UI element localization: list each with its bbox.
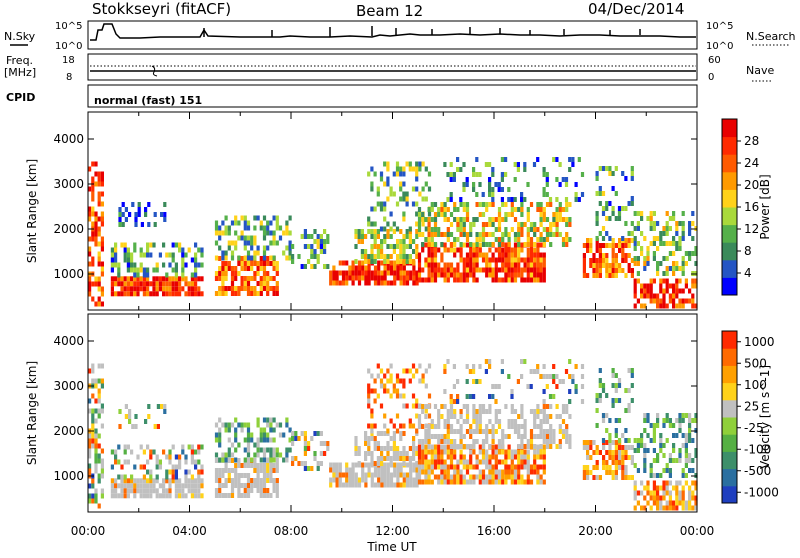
nsky-bottom-tick: 10^0 (55, 41, 82, 52)
power-y-ticks: 1000 2000 3000 4000 (53, 132, 697, 281)
nsky-strip-frame (87, 20, 698, 50)
freq-strip-frame (87, 53, 698, 81)
nsky-top-tick: 10^5 (55, 21, 82, 32)
freq-label-2: [MHz] (4, 66, 36, 79)
y-tick-label: 3000 (53, 379, 84, 393)
y-tick-label: 1000 (53, 469, 84, 483)
freq-bottom-tick: 8 (66, 72, 72, 83)
colorbar-tick-label: 8 (744, 244, 752, 258)
cpid-strip-frame (87, 84, 698, 108)
velocity-panel: Slant Range [km] 1000 2000 3000 4000 (25, 313, 698, 513)
nsky-spikes (203, 26, 641, 37)
colorbar-segment (722, 331, 737, 349)
colorbar-tick-label: 500 (744, 356, 767, 370)
time-tick-label: 04:00 (172, 524, 207, 538)
colorbar-segment (722, 171, 737, 190)
colorbar-tick-label: -1000 (744, 485, 779, 499)
colorbar-segment (722, 468, 737, 487)
colorbar-segment (722, 189, 737, 208)
time-tick-label: 12:00 (375, 524, 410, 538)
time-tick-label: 00:00 (680, 524, 715, 538)
y-tick-label: 2000 (53, 424, 84, 438)
colorbar-tick-label: 28 (744, 134, 759, 148)
colorbar-segment (722, 119, 737, 138)
station-title: Stokkseyri (fitACF) (92, 0, 231, 18)
beam-title: Beam 12 (356, 2, 423, 20)
time-axis-title: Time UT (366, 540, 417, 554)
velocity-x-ticks (87, 314, 698, 512)
colorbar-segment (722, 451, 737, 470)
colorbar-segment (722, 399, 737, 418)
colorbar-tick-label: 1000 (744, 335, 775, 349)
velocity-colorbar: 1000 500 100 25 -25 -100 -500 -1000 Velocity [m… (721, 330, 779, 504)
colorbar-segment (722, 136, 737, 155)
power-x-ticks (87, 112, 698, 310)
cpid-label: CPID (6, 91, 35, 104)
velocity-colorbar-label: Velocity [m s^-1] (758, 365, 772, 469)
colorbar-segment (722, 417, 737, 435)
power-heatmap-cells (88, 157, 698, 309)
colorbar-segment (722, 434, 737, 452)
nsearch-label: N.Search (746, 30, 796, 43)
time-axis-labels: 00:00 04:00 08:00 12:00 16:00 20:00 00:00 (71, 524, 715, 538)
y-tick-label: 2000 (53, 222, 84, 236)
colorbar-segment (722, 382, 737, 401)
time-tick-label: 08:00 (274, 524, 309, 538)
nsky-label: N.Sky (4, 30, 36, 43)
velocity-ylabel: Slant Range [km] (25, 361, 39, 465)
cpid-value: normal (fast) 151 (94, 94, 202, 107)
date-title: 04/Dec/2014 (588, 0, 684, 18)
colorbar-tick-label: -100 (744, 442, 771, 456)
colorbar-tick-label: -25 (744, 421, 764, 435)
power-colorbar: 4 8 12 16 20 24 28 Power [dB] (721, 118, 772, 296)
nave-top-tick: 60 (708, 55, 721, 66)
time-tick-label: 16:00 (477, 524, 512, 538)
colorbar-segment (722, 224, 737, 243)
colorbar-segment (722, 277, 737, 296)
colorbar-tick-label: 4 (744, 266, 752, 280)
nsky-trace (90, 23, 696, 41)
colorbar-tick-label: 25 (744, 399, 759, 413)
freq-label-1: Freq. (6, 54, 33, 67)
nsearch-bottom-tick: 10^0 (706, 41, 733, 52)
power-panel: Slant Range [km] 1000 2000 3000 4000 (25, 111, 698, 311)
colorbar-segment (722, 207, 737, 226)
freq-top-tick: 18 (62, 55, 75, 66)
y-tick-label: 1000 (53, 267, 84, 281)
y-tick-label: 4000 (53, 132, 84, 146)
freq-glitch (151, 65, 158, 77)
velocity-heatmap-cells (88, 359, 698, 511)
y-tick-label: 3000 (53, 177, 84, 191)
colorbar-tick-label: 100 (744, 378, 767, 392)
nave-bottom-tick: 0 (708, 72, 714, 83)
colorbar-segment (722, 259, 737, 278)
colorbar-tick-label: 12 (744, 222, 759, 236)
time-tick-label: 00:00 (71, 524, 106, 538)
power-colorbar-label: Power [dB] (758, 174, 772, 239)
power-ylabel: Slant Range [km] (25, 159, 39, 263)
colorbar-segment (722, 365, 737, 384)
colorbar-segment (722, 242, 737, 261)
colorbar-tick-label: 16 (744, 200, 759, 214)
colorbar-tick-label: -500 (744, 464, 771, 478)
colorbar-segment (722, 154, 737, 173)
nave-label: Nave (746, 64, 774, 77)
colorbar-tick-label: 20 (744, 178, 759, 192)
colorbar-segment (722, 485, 737, 504)
colorbar-segment (722, 348, 737, 366)
nsearch-top-tick: 10^5 (706, 21, 733, 32)
y-tick-label: 4000 (53, 334, 84, 348)
velocity-y-ticks: 1000 2000 3000 4000 (53, 334, 697, 483)
time-tick-label: 20:00 (578, 524, 613, 538)
colorbar-tick-label: 24 (744, 156, 759, 170)
